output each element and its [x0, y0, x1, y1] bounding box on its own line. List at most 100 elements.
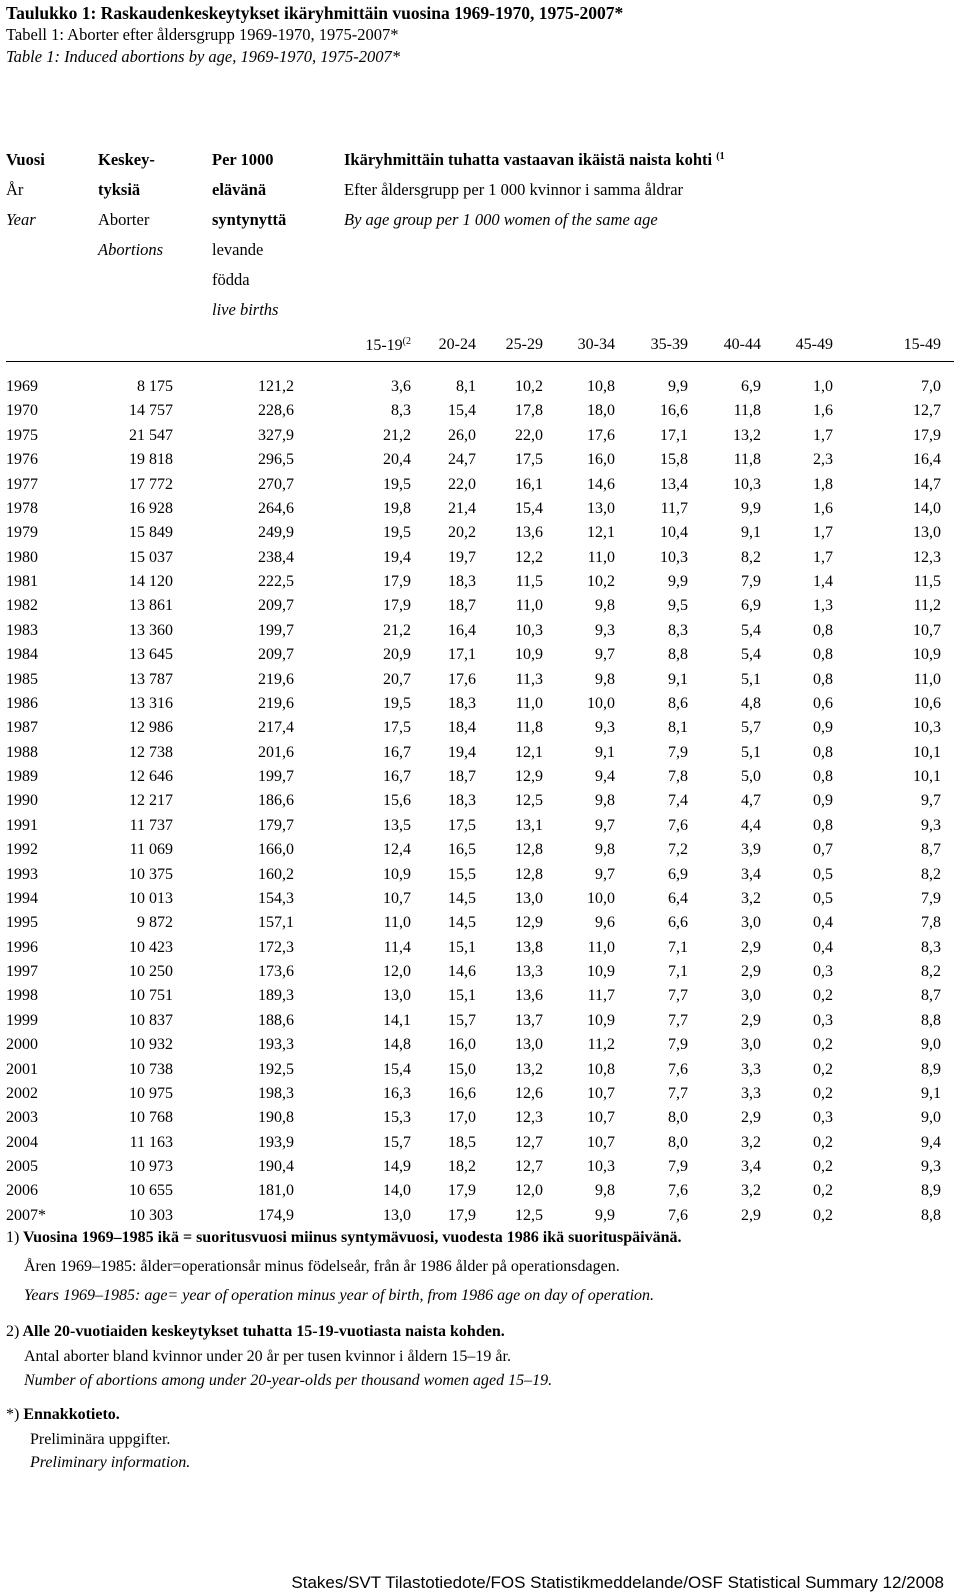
cell-age-15-49: 10,9 [913, 646, 941, 664]
cell-year: 1995 [6, 914, 38, 932]
cell-age-35-39: 9,9 [668, 573, 688, 590]
cell-age-25-29: 12,6 [515, 1084, 543, 1102]
note-3-fi-text: Ennakkotieto. [23, 1406, 120, 1423]
cell-age-40-44: 4,7 [741, 792, 761, 810]
table-row: 1990 12 217 186,6 15,6 18,3 12,5 9,8 7,4 4,7 0,9 9… [0, 792, 960, 816]
cell-age-40-44: 2,9 [741, 963, 761, 980]
cell-per-1000-births: 193,3 [258, 1036, 294, 1054]
cell-per-1000-births: 199,7 [258, 621, 294, 639]
header-divider [6, 361, 954, 362]
note-1-en: Years 1969–1985: age= year of operation … [24, 1287, 655, 1304]
table-row: 1997 10 250 173,6 12,0 14,6 13,3 10,9 7,1 2,9 0,3… [0, 963, 960, 987]
cell-age-45-49: 0,2 [813, 1036, 833, 1054]
table-row: 1981 14 120 222,5 17,9 18,3 11,5 10,2 9,9 7,9 1,4… [0, 573, 960, 597]
cell-age-45-49: 0,9 [813, 719, 833, 737]
cell-age-45-49: 0,8 [813, 670, 833, 688]
cell-per-1000-births: 209,7 [258, 597, 294, 615]
cell-abortions: 13 787 [129, 670, 173, 688]
cell-year: 1999 [6, 1011, 38, 1029]
cell-age-15-19: 20,7 [383, 670, 411, 688]
cell-age-25-29: 13,0 [515, 889, 543, 907]
cell-age-35-39: 7,1 [668, 963, 688, 980]
table-row: 1976 19 818 296,5 20,4 24,7 17,5 16,0 15,8 11,8 2… [0, 451, 960, 475]
cell-age-30-34: 11,0 [587, 548, 615, 566]
header-abortions-fi: Keskey- [98, 150, 155, 169]
cell-abortions: 10 837 [129, 1011, 173, 1029]
cell-age-40-44: 3,0 [741, 1036, 761, 1054]
cell-abortions: 12 646 [129, 768, 173, 785]
cell-abortions: 11 069 [129, 841, 173, 859]
cell-age-20-24: 14,6 [448, 963, 476, 980]
cell-age-30-34: 10,7 [587, 1084, 615, 1102]
header-per1000-en: live births [212, 300, 279, 319]
cell-age-45-49: 0,9 [813, 792, 833, 810]
cell-age-35-39: 7,7 [668, 1084, 688, 1102]
cell-age-25-29: 12,7 [515, 1158, 543, 1175]
table-row: 1983 13 360 199,7 21,2 16,4 10,3 9,3 8,3 5,4 0,8 1… [0, 622, 960, 646]
cell-age-15-49: 12,3 [913, 548, 941, 566]
cell-age-35-39: 8,0 [668, 1133, 688, 1151]
cell-abortions: 21 547 [129, 426, 173, 444]
cell-age-25-29: 11,3 [515, 670, 543, 688]
cell-abortions: 15 849 [129, 524, 173, 542]
cell-age-45-49: 0,2 [813, 1060, 833, 1078]
cell-year: 1996 [6, 938, 38, 956]
cell-year: 2007* [6, 1206, 46, 1224]
cell-age-35-39: 13,4 [660, 475, 688, 493]
cell-age-20-24: 15,1 [448, 987, 476, 1005]
cell-age-35-39: 7,6 [668, 816, 688, 834]
cell-age-45-49: 1,7 [813, 524, 833, 542]
cell-age-30-34: 9,7 [595, 816, 615, 834]
cell-abortions: 13 861 [129, 597, 173, 615]
table-row: 2006 10 655 181,0 14,0 17,9 12,0 9,8 7,6 3,2 0,2 8… [0, 1182, 960, 1206]
cell-abortions: 13 645 [129, 646, 173, 664]
cell-age-15-49: 8,2 [921, 963, 941, 980]
cell-age-45-49: 0,8 [813, 816, 833, 834]
cell-age-15-49: 8,3 [921, 938, 941, 956]
table-row: 2001 10 738 192,5 15,4 15,0 13,2 10,8 7,6 3,3 0,2… [0, 1061, 960, 1085]
cell-age-45-49: 0,2 [813, 987, 833, 1005]
cell-age-40-44: 13,2 [733, 426, 761, 444]
cell-age-15-49: 8,7 [921, 987, 941, 1005]
cell-age-40-44: 3,2 [741, 1182, 761, 1200]
cell-age-25-29: 11,8 [515, 719, 543, 737]
cell-abortions: 10 932 [129, 1036, 173, 1054]
cell-age-20-24: 15,4 [448, 402, 476, 420]
table-row: 2007* 10 303 174,9 13,0 17,9 12,5 9,9 7,6 2,9 0,2… [0, 1207, 960, 1231]
cell-age-45-49: 0,7 [813, 841, 833, 859]
cell-age-15-19: 14,1 [383, 1011, 411, 1029]
cell-age-40-44: 11,8 [733, 402, 761, 420]
cell-year: 1997 [6, 963, 38, 980]
cell-age-25-29: 13,7 [515, 1011, 543, 1029]
header-per1000-fi2: elävänä [212, 180, 267, 199]
cell-age-40-44: 2,9 [741, 1206, 761, 1224]
table-row: 1991 11 737 179,7 13,5 17,5 13,1 9,7 7,6 4,4 0,8 9… [0, 817, 960, 841]
cell-per-1000-births: 172,3 [258, 938, 294, 956]
cell-abortions: 14 757 [129, 402, 173, 420]
cell-age-35-39: 11,7 [660, 499, 688, 517]
cell-age-30-34: 9,8 [595, 841, 615, 859]
cell-age-40-44: 3,3 [741, 1084, 761, 1102]
cell-age-25-29: 15,4 [515, 499, 543, 517]
cell-age-15-19: 11,4 [383, 938, 411, 956]
cell-year: 1983 [6, 621, 38, 639]
cell-age-15-49: 8,9 [921, 1182, 941, 1200]
table-row: 2003 10 768 190,8 15,3 17,0 12,3 10,7 8,0 2,9 0,3… [0, 1109, 960, 1133]
cell-age-30-34: 10,8 [587, 378, 615, 395]
header-per1000-sv2: födda [212, 270, 250, 289]
cell-age-15-49: 8,2 [921, 865, 941, 883]
table-row: 1994 10 013 154,3 10,7 14,5 13,0 10,0 6,4 3,2 0,5… [0, 890, 960, 914]
cell-age-30-34: 10,9 [587, 963, 615, 980]
cell-abortions: 12 738 [129, 743, 173, 761]
cell-age-40-44: 6,9 [741, 597, 761, 615]
cell-age-20-24: 17,6 [448, 670, 476, 688]
cell-age-20-24: 14,5 [448, 914, 476, 932]
cell-age-45-49: 0,4 [813, 938, 833, 956]
cell-age-20-24: 15,0 [448, 1060, 476, 1078]
cell-abortions: 17 772 [129, 475, 173, 493]
cell-year: 2000 [6, 1036, 38, 1054]
cell-age-35-39: 6,9 [668, 865, 688, 883]
cell-abortions: 11 163 [129, 1133, 173, 1151]
footnote-ref-2: (2 [402, 336, 411, 347]
cell-per-1000-births: 238,4 [258, 548, 294, 566]
